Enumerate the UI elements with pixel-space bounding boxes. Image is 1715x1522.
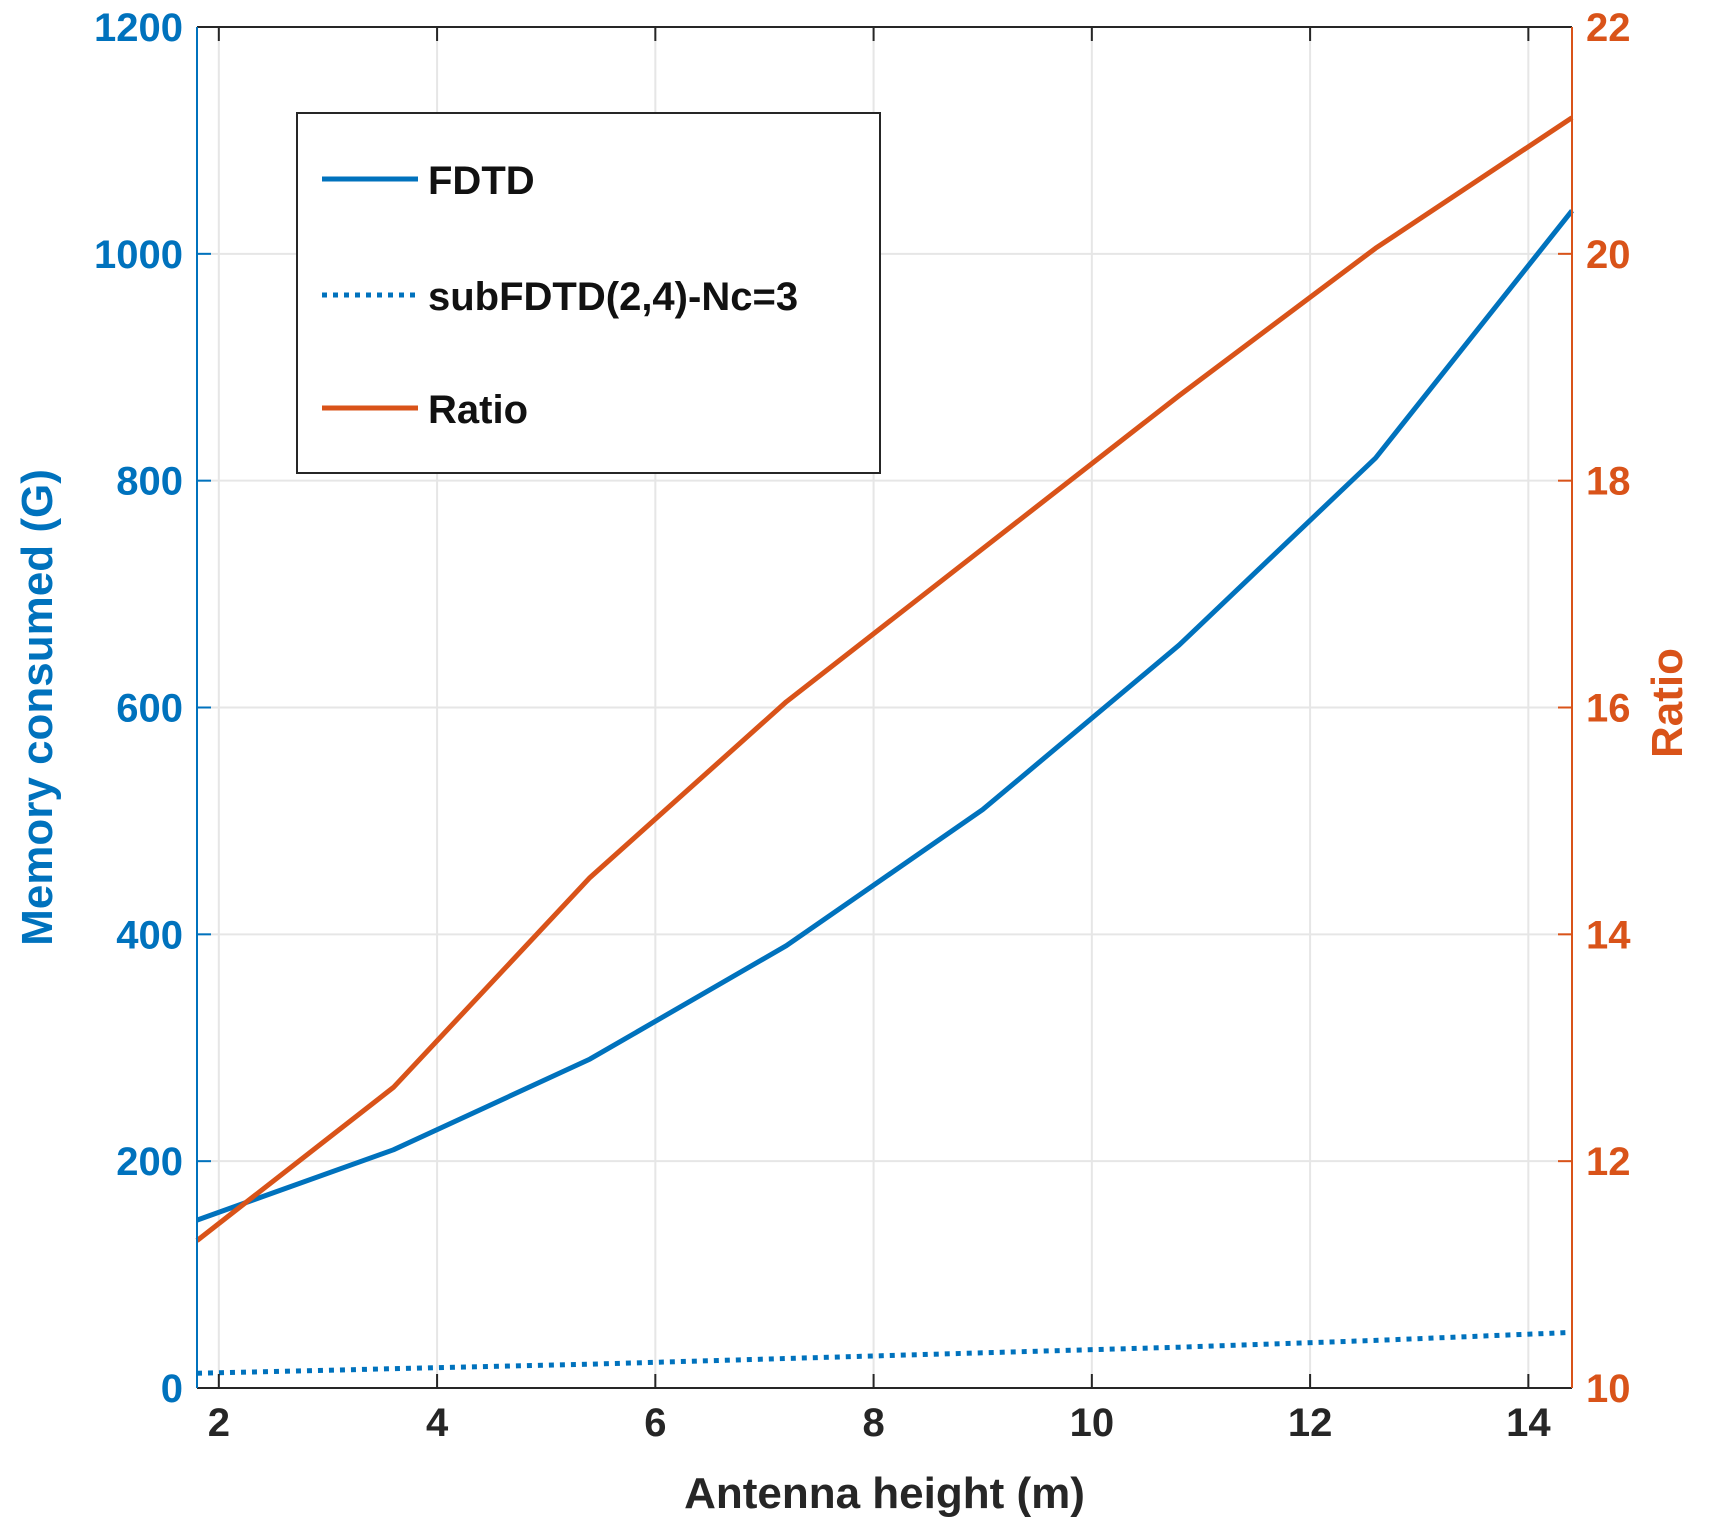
y-left-tick-label-1000: 1000	[94, 233, 183, 277]
legend-label-subfdtd: subFDTD(2,4)-Nc=3	[428, 275, 798, 319]
x-tick-label-8: 8	[862, 1401, 884, 1445]
series-line-fdtd	[196, 209, 1574, 1223]
tick-labels: 2 4 6 8 10 12 14 0 200 400 600 800 1000 1200 10 12 14 16 1…	[94, 6, 1631, 1445]
x-axis-label: Antenna height (m)	[684, 1469, 1085, 1518]
y-left-tick-label-1200: 1200	[94, 6, 183, 50]
series-line-ratio	[195, 115, 1574, 1243]
x-tick-label-6: 6	[644, 1401, 666, 1445]
y-axis-left-label: Memory consumed (G)	[13, 469, 62, 946]
x-tick-label-10: 10	[1070, 1401, 1115, 1445]
y-right-tick-label-14: 14	[1586, 913, 1631, 957]
y-right-tick-label-12: 12	[1586, 1140, 1631, 1184]
x-tick-label-12: 12	[1288, 1401, 1333, 1445]
y-left-tick-label-600: 600	[116, 687, 183, 731]
legend-box	[296, 112, 881, 474]
y-right-tick-label-20: 20	[1586, 233, 1631, 277]
y-left-tick-label-800: 800	[116, 460, 183, 504]
x-tick-label-14: 14	[1506, 1401, 1551, 1445]
legend-label-ratio: Ratio	[428, 388, 528, 432]
series-line-subfdtd	[196, 1329, 1573, 1376]
y-left-tick-label-400: 400	[116, 913, 183, 957]
y-axis-right-label: Ratio	[1643, 648, 1692, 758]
x-tick-label-4: 4	[426, 1401, 449, 1445]
y-right-tick-label-18: 18	[1586, 460, 1631, 504]
x-tick-label-2: 2	[208, 1401, 230, 1445]
y-right-tick-label-10: 10	[1586, 1367, 1631, 1411]
y-left-tick-label-200: 200	[116, 1140, 183, 1184]
legend-label-fdtd: FDTD	[428, 159, 535, 203]
y-right-tick-label-22: 22	[1586, 6, 1631, 50]
axes	[196, 26, 1573, 1389]
series-layer	[195, 115, 1574, 1376]
y-left-tick-label-0: 0	[161, 1367, 183, 1411]
legend: FDTD subFDTD(2,4)-Nc=3 Ratio	[296, 112, 881, 474]
y-right-tick-label-16: 16	[1586, 687, 1631, 731]
